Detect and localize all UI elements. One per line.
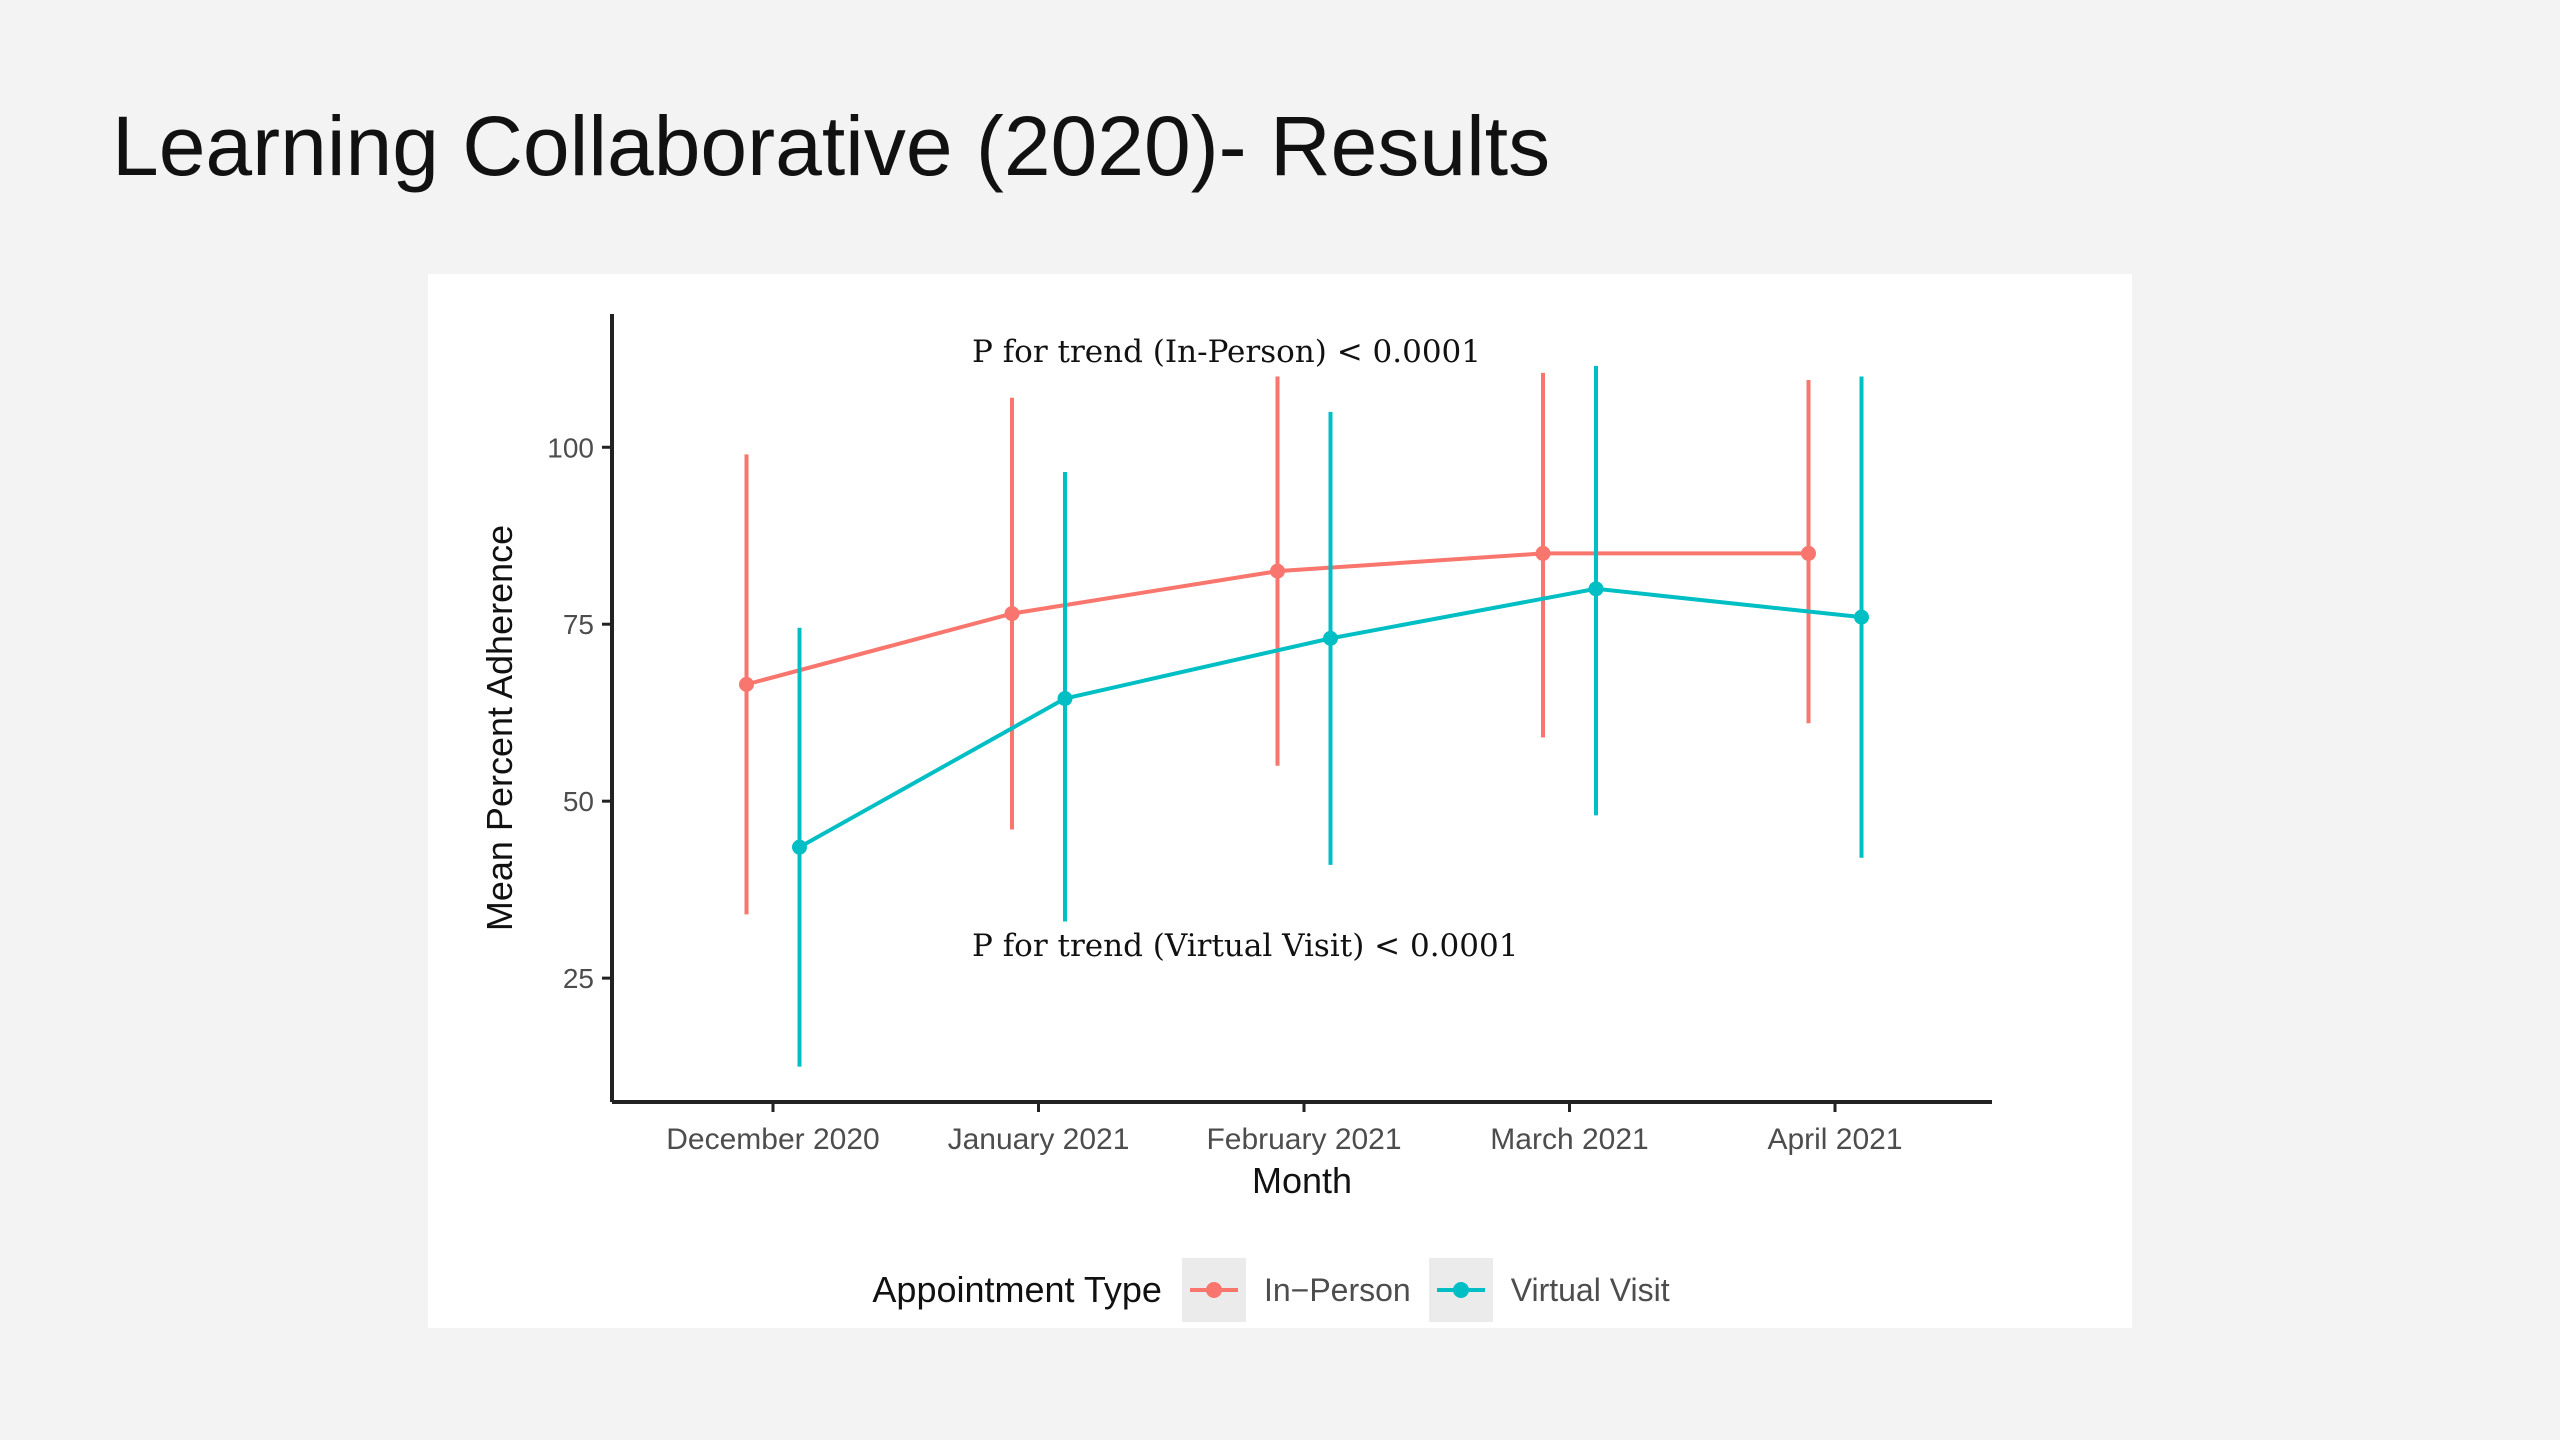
x-tick-label: December 2020	[666, 1123, 879, 1156]
y-axis-title: Mean Percent Adherence	[479, 525, 520, 931]
x-axis-title: Month	[1252, 1160, 1352, 1201]
legend-item-virtual-visit: Virtual Visit	[1428, 1258, 1670, 1322]
y-tick-label: 50	[563, 786, 594, 817]
legend-label-in-person: In−Person	[1263, 1271, 1411, 1308]
data-point-in-person	[739, 676, 754, 692]
chart-svg: 25 50 75 100 December 2020 January 2021 Februa…	[479, 314, 1992, 1201]
data-point-in-person	[1801, 545, 1816, 561]
legend-dot-virtual-visit	[1452, 1282, 1469, 1298]
legend-label-virtual-visit: Virtual Visit	[1510, 1271, 1670, 1308]
data-point-in-person	[1535, 545, 1551, 561]
series-layer	[739, 365, 1869, 1067]
data-point-virtual-visit	[1854, 609, 1869, 625]
legend-dot-in-person	[1205, 1282, 1222, 1298]
legend-key-in-person	[1181, 1258, 1246, 1322]
slide-title: Learning Collaborative (2020)- Results	[112, 99, 1551, 193]
annotation-in-person-trend: P for trend (In-Person) < 0.0001	[972, 334, 1481, 370]
legend-item-in-person: In−Person	[1181, 1258, 1411, 1322]
data-point-virtual-visit	[1588, 581, 1604, 597]
legend-key-virtual-visit	[1428, 1258, 1493, 1322]
legend-title: Appointment Type	[872, 1269, 1162, 1310]
x-tick-label: February 2021	[1206, 1123, 1401, 1156]
data-point-virtual-visit	[1323, 630, 1338, 646]
chart-panel: 25 50 75 100 December 2020 January 2021 Februa…	[428, 274, 2132, 1328]
annotation-virtual-visit-trend: P for trend (Virtual Visit) < 0.0001	[972, 928, 1518, 964]
y-tick-label: 25	[563, 963, 594, 994]
x-tick-label: March 2021	[1490, 1123, 1648, 1156]
data-point-in-person	[1270, 563, 1285, 579]
text-layer: 25 50 75 100 December 2020 January 2021 Februa…	[479, 334, 1903, 1201]
x-tick-label: January 2021	[948, 1123, 1130, 1156]
axes-layer	[602, 314, 1992, 1112]
data-point-virtual-visit	[792, 839, 807, 855]
data-point-in-person	[1004, 606, 1020, 622]
x-tick-label: April 2021	[1767, 1123, 1902, 1156]
legend: Appointment Type In−Person Virtual Visit	[0, 1252, 2560, 1328]
y-tick-label: 75	[563, 609, 594, 640]
data-point-virtual-visit	[1057, 691, 1073, 707]
y-tick-label: 100	[547, 432, 594, 463]
